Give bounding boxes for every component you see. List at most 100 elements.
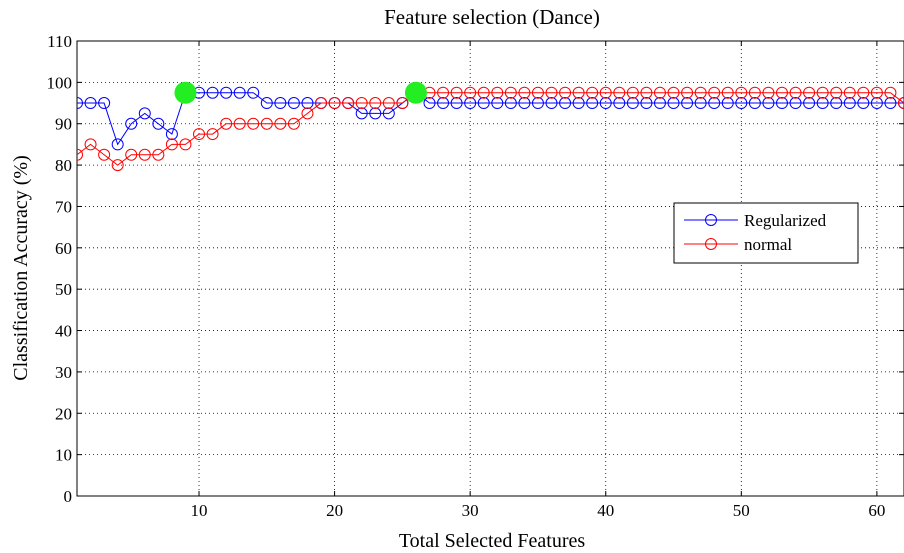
data-point-regularized (504, 97, 517, 110)
data-point-regularized (247, 86, 260, 99)
data-point-normal (328, 97, 341, 110)
data-point-normal (260, 117, 273, 130)
data-point-normal (179, 138, 192, 151)
data-point-regularized (586, 97, 599, 110)
y-axis-label: Classification Accuracy (%) (10, 155, 32, 380)
y-tick-label: 100 (47, 73, 73, 92)
y-tick-label: 70 (55, 197, 72, 216)
data-point-regularized (626, 97, 639, 110)
data-point-normal (545, 86, 558, 99)
data-point-regularized (165, 128, 178, 141)
series-line-regularized (77, 92, 904, 146)
data-point-normal (315, 97, 328, 110)
grid (77, 40, 904, 497)
legend: Regularized normal (673, 202, 859, 264)
x-tick-label: 20 (326, 501, 343, 520)
data-point-normal (274, 117, 287, 130)
chart-title: Feature selection (Dance) (384, 5, 600, 29)
data-point-regularized (857, 97, 870, 110)
data-point-normal (504, 86, 517, 99)
data-point-regularized (287, 97, 300, 110)
data-point-regularized (274, 97, 287, 110)
y-tick-label: 30 (55, 363, 72, 382)
x-tick-label: 40 (597, 501, 614, 520)
best-point-marker (174, 81, 197, 104)
data-point-normal (586, 86, 599, 99)
data-point-regularized (260, 97, 273, 110)
data-point-normal (816, 86, 829, 99)
data-point-normal (464, 86, 477, 99)
data-point-regularized (518, 97, 531, 110)
data-point-regularized (762, 97, 775, 110)
y-tick-label: 20 (55, 404, 72, 423)
data-point-regularized (748, 97, 761, 110)
data-point-normal (111, 159, 124, 172)
data-point-regularized (111, 138, 124, 151)
data-point-normal (342, 97, 355, 110)
data-point-regularized (816, 97, 829, 110)
data-point-normal (559, 86, 572, 99)
data-point-normal (599, 86, 612, 99)
data-point-regularized (884, 97, 897, 110)
data-point-regularized (640, 97, 653, 110)
data-point-normal (789, 86, 802, 99)
data-point-normal (233, 117, 246, 130)
data-point-normal (125, 148, 138, 161)
data-point-regularized (84, 97, 97, 110)
data-point-regularized (437, 97, 450, 110)
data-point-normal (857, 86, 870, 99)
data-point-regularized (708, 97, 721, 110)
data-point-regularized (775, 97, 788, 110)
data-point-normal (735, 86, 748, 99)
data-point-regularized (301, 97, 314, 110)
data-point-regularized (233, 86, 246, 99)
data-point-normal (369, 97, 382, 110)
x-tick-label: 10 (191, 501, 208, 520)
data-point-normal (708, 86, 721, 99)
data-point-regularized (667, 97, 680, 110)
data-point-regularized (355, 107, 368, 120)
legend-marker-regularized (705, 214, 717, 226)
data-point-normal (898, 97, 904, 110)
plot-area-frame (76, 40, 904, 497)
y-tick-label: 60 (55, 239, 72, 258)
data-point-normal (220, 117, 233, 130)
data-point-normal (396, 97, 409, 110)
data-point-regularized (681, 97, 694, 110)
series-layer (77, 86, 904, 172)
data-point-regularized (735, 97, 748, 110)
data-point-normal (721, 86, 734, 99)
y-tick-label: 40 (55, 322, 72, 341)
data-point-regularized (152, 117, 165, 130)
data-point-normal (206, 128, 219, 141)
data-point-normal (77, 148, 83, 161)
data-point-regularized (138, 107, 151, 120)
data-point-normal (762, 86, 775, 99)
data-point-regularized (382, 107, 395, 120)
data-point-normal (694, 86, 707, 99)
y-tick-label: 110 (47, 32, 72, 51)
data-point-regularized (613, 97, 626, 110)
data-point-normal (355, 97, 368, 110)
data-point-normal (98, 148, 111, 161)
data-point-regularized (694, 97, 707, 110)
data-point-regularized (77, 97, 83, 110)
data-point-regularized (423, 97, 436, 110)
data-point-regularized (206, 86, 219, 99)
data-point-normal (450, 86, 463, 99)
data-point-normal (165, 138, 178, 151)
data-point-regularized (369, 107, 382, 120)
data-point-normal (531, 86, 544, 99)
data-point-normal (613, 86, 626, 99)
data-point-normal (681, 86, 694, 99)
data-point-normal (667, 86, 680, 99)
highlight-layer (174, 81, 427, 104)
y-tick-label: 10 (55, 446, 72, 465)
data-point-normal (382, 97, 395, 110)
data-point-regularized (843, 97, 856, 110)
data-point-normal (287, 117, 300, 130)
data-point-normal (518, 86, 531, 99)
data-point-regularized (450, 97, 463, 110)
data-point-normal (775, 86, 788, 99)
